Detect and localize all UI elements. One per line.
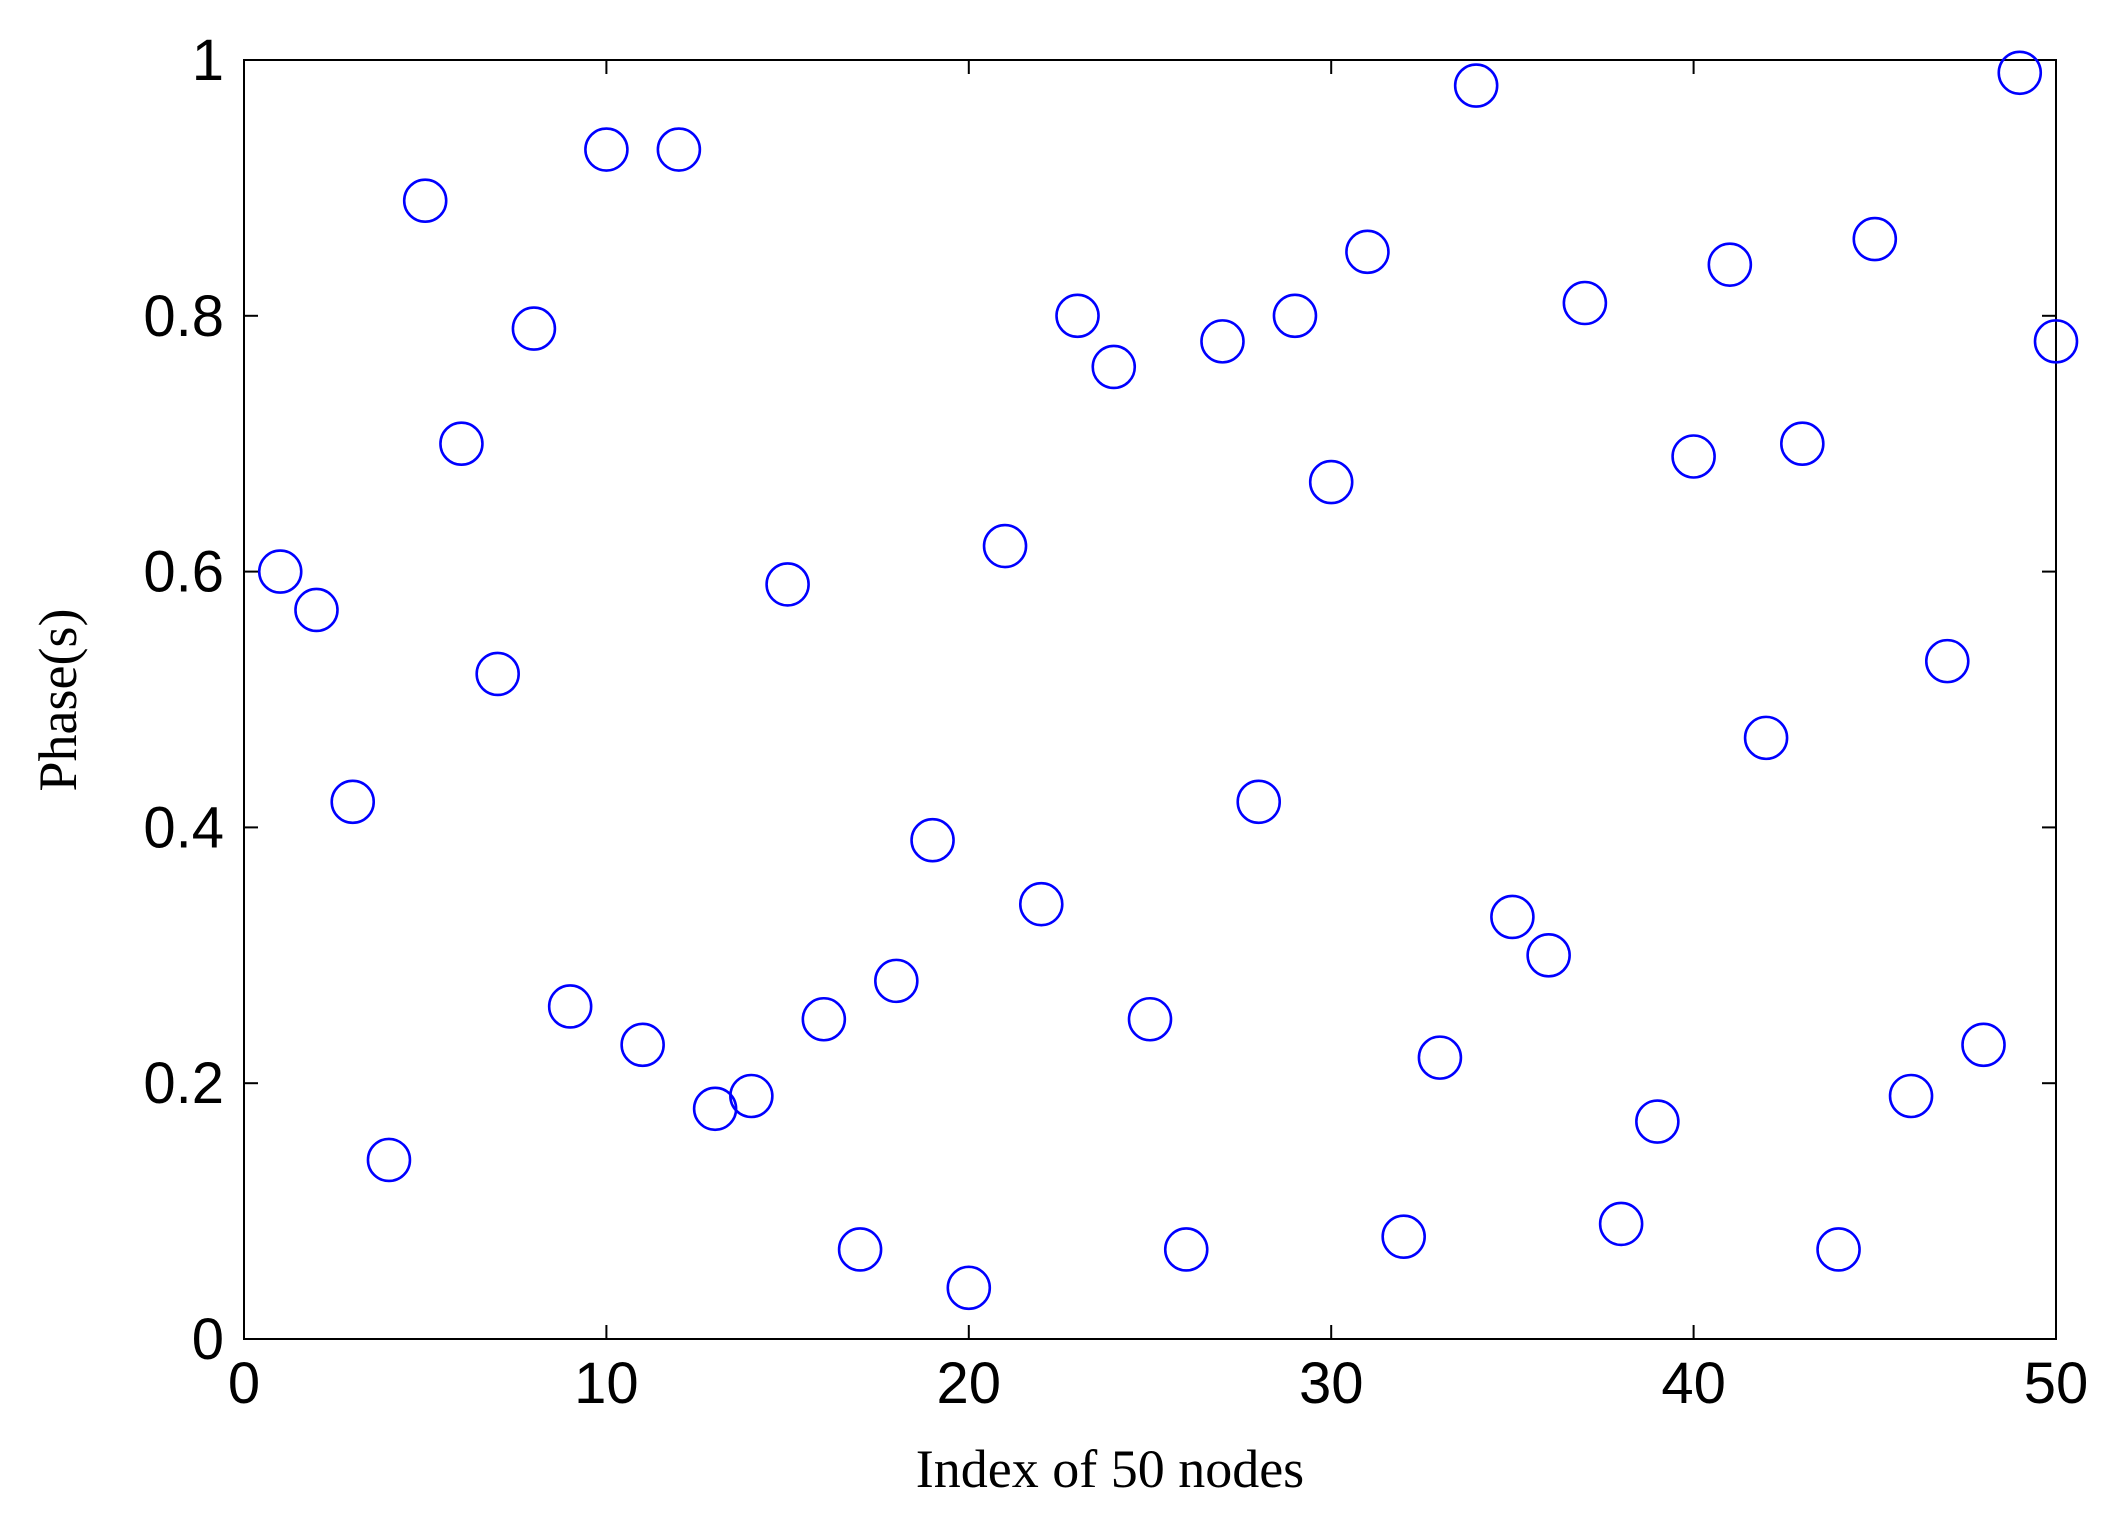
data-point [475, 651, 520, 697]
data-point [729, 1073, 774, 1119]
data-point [1236, 779, 1282, 825]
data-point [330, 779, 376, 825]
y-tick-label: 0.6 [143, 540, 224, 605]
y-axis-title: Phase(s) [28, 609, 88, 792]
data-point [801, 996, 847, 1042]
data-point [1308, 459, 1354, 505]
data-point [656, 127, 702, 172]
data-points [257, 50, 2079, 1311]
data-point [1852, 216, 1898, 262]
x-axis-title: Index of 50 nodes [916, 1439, 1304, 1499]
data-point [1417, 1035, 1463, 1080]
data-point [1924, 638, 1970, 684]
y-tick-label: 0.2 [143, 1051, 224, 1116]
data-point [765, 562, 810, 607]
x-tick-label: 50 [2024, 1351, 2089, 1416]
data-point [402, 178, 448, 223]
data-point [1562, 280, 1608, 326]
x-tick-label: 40 [1661, 1351, 1726, 1416]
data-point [1163, 1227, 1209, 1272]
plot-frame [243, 59, 2057, 1340]
data-point [1091, 344, 1137, 390]
data-point [874, 958, 919, 1004]
data-point [620, 1022, 665, 1068]
y-tick-labels: 0 0.2 0.4 0.6 0.8 1 [143, 28, 224, 1372]
data-point [257, 549, 303, 594]
data-point [1888, 1073, 1934, 1119]
data-point [1816, 1227, 1861, 1272]
data-point [1200, 319, 1245, 364]
data-point [1345, 229, 1390, 275]
data-point [1707, 242, 1753, 287]
x-tick-label: 10 [574, 1351, 639, 1416]
data-point [294, 587, 339, 633]
data-point [1018, 881, 1064, 927]
y-tick-label: 0 [192, 1307, 224, 1372]
data-point [1526, 932, 1571, 978]
data-point [511, 306, 557, 351]
data-point [1381, 1214, 1426, 1259]
x-tick-label: 0 [228, 1351, 260, 1416]
y-tick-label: 1 [192, 28, 224, 93]
x-tick-label: 30 [1299, 1351, 1364, 1416]
data-point [1055, 293, 1100, 339]
y-tick-label: 0.4 [143, 795, 224, 860]
data-point [1743, 715, 1789, 761]
data-point [1490, 894, 1535, 940]
data-point [2033, 319, 2079, 364]
data-point [1780, 421, 1825, 467]
data-point [1453, 63, 1499, 108]
data-point [439, 421, 484, 467]
data-point [1635, 1099, 1680, 1144]
x-tick-labels: 0 10 20 30 40 50 [228, 1351, 2088, 1416]
data-point [547, 984, 593, 1029]
data-point [1127, 996, 1173, 1042]
data-point [1671, 434, 1716, 479]
data-point [1598, 1201, 1644, 1247]
data-point [366, 1137, 412, 1183]
data-point [910, 817, 955, 863]
data-point [1961, 1022, 2006, 1068]
data-point [1272, 293, 1318, 339]
x-tick-label: 20 [937, 1351, 1002, 1416]
data-point [982, 523, 1028, 569]
data-point [584, 127, 629, 172]
data-point [1997, 50, 2043, 96]
data-point [946, 1265, 992, 1311]
data-point [837, 1227, 883, 1272]
axis-ticks [243, 59, 2057, 1340]
y-tick-label: 0.8 [143, 284, 224, 349]
